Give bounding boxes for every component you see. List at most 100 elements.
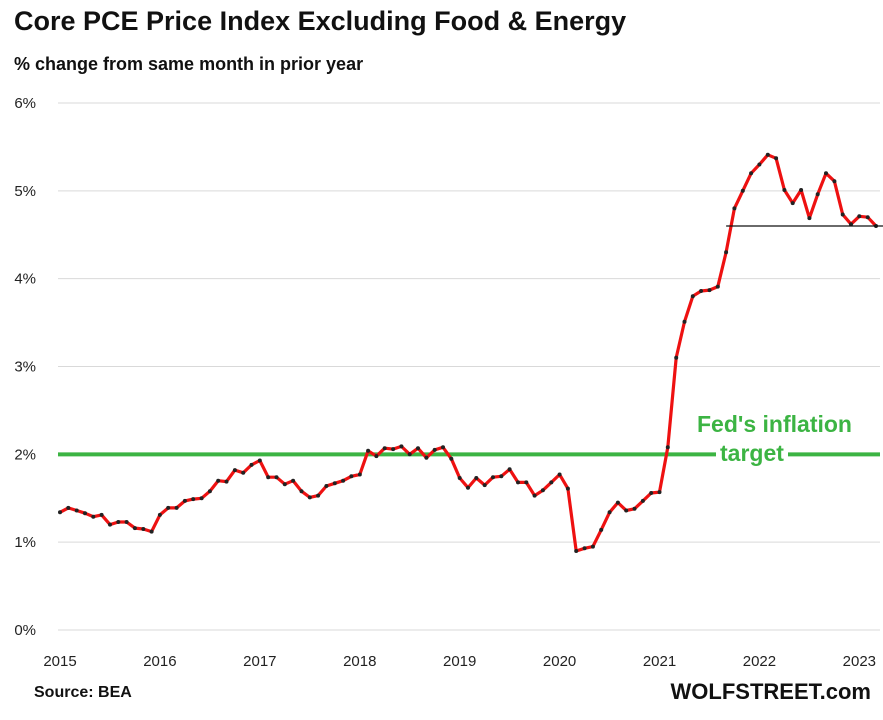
data-point bbox=[799, 188, 804, 192]
data-point bbox=[124, 520, 129, 524]
data-point bbox=[108, 522, 112, 527]
data-point bbox=[349, 474, 354, 479]
data-point bbox=[241, 470, 246, 475]
data-point bbox=[432, 447, 437, 452]
data-point bbox=[466, 485, 470, 490]
x-tick-label: 2021 bbox=[643, 653, 676, 670]
data-point bbox=[399, 444, 404, 449]
data-point bbox=[516, 480, 520, 485]
data-point bbox=[640, 498, 645, 503]
marker-layer bbox=[58, 152, 878, 553]
data-point bbox=[765, 152, 770, 157]
data-point bbox=[674, 355, 679, 360]
data-point bbox=[707, 288, 712, 293]
data-point bbox=[116, 520, 121, 524]
data-point bbox=[724, 250, 729, 255]
data-point bbox=[599, 527, 604, 532]
data-point bbox=[607, 510, 612, 515]
data-point bbox=[582, 546, 587, 551]
data-point bbox=[657, 490, 662, 495]
data-point bbox=[274, 475, 279, 480]
data-point bbox=[382, 446, 387, 451]
y-tick-label: 0% bbox=[14, 622, 36, 639]
data-point bbox=[324, 484, 329, 488]
data-point bbox=[66, 505, 71, 510]
data-point bbox=[149, 529, 154, 534]
x-tick-label: 2018 bbox=[343, 653, 376, 670]
data-point bbox=[807, 216, 812, 221]
data-point bbox=[132, 526, 137, 531]
brand-logo-text: WOLFSTREET.com bbox=[670, 679, 871, 704]
data-point bbox=[374, 454, 379, 459]
data-point bbox=[824, 171, 828, 176]
data-point bbox=[732, 206, 737, 211]
data-point bbox=[416, 446, 420, 451]
data-point bbox=[482, 483, 487, 488]
data-point bbox=[715, 284, 720, 289]
data-point bbox=[615, 500, 620, 505]
data-point bbox=[832, 179, 837, 184]
data-point bbox=[174, 505, 179, 510]
chart-subtitle: % change from same month in prior year bbox=[14, 54, 364, 74]
data-point bbox=[574, 549, 579, 553]
x-tick-label: 2015 bbox=[43, 653, 76, 670]
data-point bbox=[74, 508, 79, 513]
data-point bbox=[524, 480, 529, 485]
data-point bbox=[532, 493, 537, 498]
data-point bbox=[216, 478, 221, 483]
x-tick-label: 2017 bbox=[243, 653, 276, 670]
data-point bbox=[424, 455, 429, 460]
x-tick-label: 2022 bbox=[743, 653, 776, 670]
data-point bbox=[141, 527, 146, 531]
y-axis: 0% 1% 2% 3% 4% 5% 6% bbox=[14, 95, 36, 639]
x-tick-label: 2020 bbox=[543, 653, 576, 670]
data-point bbox=[441, 445, 445, 450]
data-point bbox=[357, 472, 362, 477]
data-point bbox=[391, 447, 396, 452]
data-point bbox=[790, 201, 795, 206]
data-point bbox=[682, 319, 687, 324]
data-point bbox=[457, 476, 462, 480]
data-point bbox=[257, 458, 262, 463]
data-point bbox=[249, 462, 254, 467]
data-point bbox=[99, 512, 104, 517]
data-point bbox=[565, 486, 570, 491]
data-point bbox=[83, 511, 87, 516]
data-point bbox=[499, 474, 504, 479]
data-point bbox=[91, 514, 96, 519]
data-point bbox=[507, 467, 512, 472]
y-tick-label: 3% bbox=[14, 359, 36, 376]
data-point bbox=[557, 472, 562, 477]
y-tick-label: 1% bbox=[14, 534, 36, 551]
data-point bbox=[857, 214, 862, 219]
data-point bbox=[316, 493, 321, 498]
y-tick-label: 6% bbox=[14, 95, 36, 112]
data-point bbox=[299, 489, 304, 494]
data-point bbox=[699, 289, 704, 293]
grid-layer bbox=[58, 102, 880, 631]
y-tick-label: 2% bbox=[14, 446, 36, 463]
data-point bbox=[849, 222, 853, 227]
data-point bbox=[291, 478, 296, 483]
data-point bbox=[157, 512, 162, 517]
data-point bbox=[690, 294, 695, 299]
data-point bbox=[774, 156, 779, 161]
data-point bbox=[224, 479, 229, 484]
y-tick-label: 4% bbox=[14, 271, 36, 288]
data-point bbox=[757, 162, 762, 167]
data-point bbox=[632, 506, 637, 511]
data-point bbox=[740, 188, 745, 193]
data-point bbox=[624, 508, 629, 513]
data-point bbox=[207, 489, 212, 494]
data-point bbox=[649, 491, 654, 495]
data-point bbox=[540, 488, 545, 493]
data-point bbox=[840, 212, 845, 217]
source-note: Source: BEA bbox=[34, 684, 132, 701]
data-point bbox=[449, 456, 454, 461]
data-point bbox=[282, 482, 287, 487]
data-point bbox=[366, 448, 371, 453]
data-point bbox=[815, 192, 820, 197]
data-point bbox=[491, 475, 495, 480]
y-tick-label: 5% bbox=[14, 183, 36, 200]
